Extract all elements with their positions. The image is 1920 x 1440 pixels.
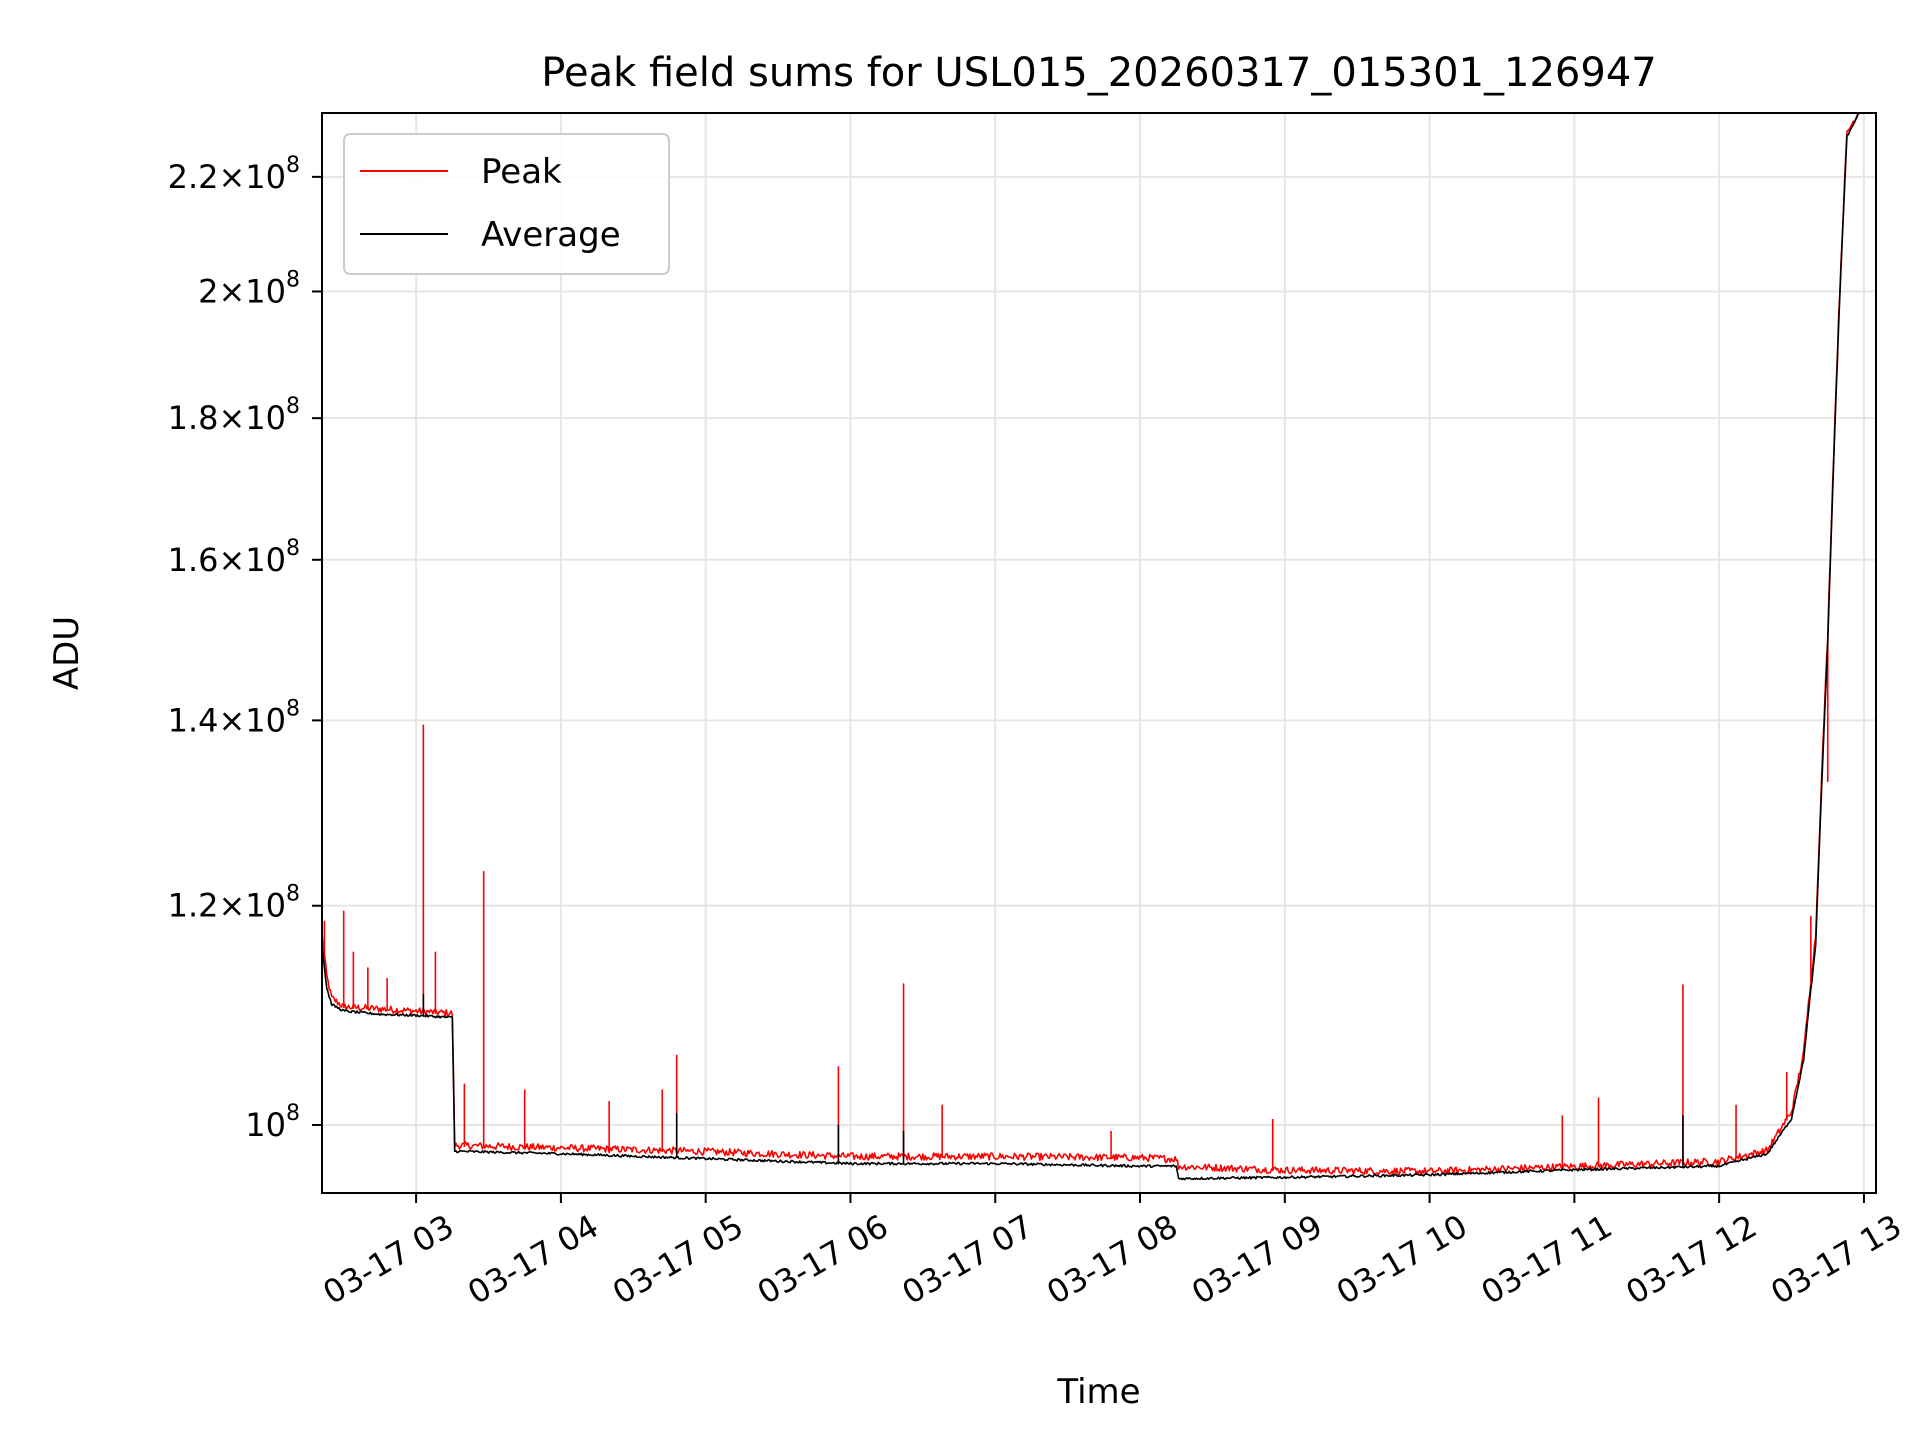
plot-frame (321, 112, 1877, 1194)
x-tick-label: 03-17 03 (317, 1207, 461, 1312)
y-tick-label: 2.2×108 (168, 153, 300, 196)
x-tick-label: 03-17 08 (1040, 1207, 1184, 1312)
y-axis-ticks: 108 1.2×108 1.4×108 1.6×108 1.8×108 2×108 2.2×… (168, 153, 322, 1144)
x-tick-label: 03-17 07 (896, 1207, 1040, 1312)
legend-label-peak: Peak (481, 152, 562, 192)
y-tick-label: 1.6×108 (168, 536, 300, 579)
x-tick-label: 03-17 04 (461, 1207, 605, 1312)
series-line-peak (321, 113, 1860, 1176)
chart-title: Peak field sums for USL015_20260317_0153… (541, 50, 1656, 96)
series-average (321, 111, 1860, 1181)
x-tick-label: 03-17 09 (1185, 1207, 1329, 1312)
x-tick-label: 03-17 10 (1330, 1207, 1474, 1312)
y-tick-label: 1.8×108 (168, 394, 300, 437)
y-tick-label: 2×108 (198, 267, 300, 310)
x-tick-label: 03-17 11 (1475, 1207, 1619, 1312)
legend: Peak Average (343, 133, 670, 275)
legend-box (343, 133, 670, 275)
y-axis-label: ADU (47, 616, 87, 690)
x-tick-label: 03-17 13 (1764, 1207, 1908, 1312)
series-line-average (321, 111, 1860, 1181)
series-layer (321, 111, 1860, 1181)
x-tick-label: 03-17 12 (1620, 1207, 1764, 1312)
y-tick-label: 108 (245, 1101, 300, 1144)
grid (322, 113, 1876, 1193)
y-tick-label: 1.2×108 (168, 882, 300, 925)
y-tick-label: 1.4×108 (168, 696, 300, 739)
x-axis-label: Time (1056, 1372, 1140, 1412)
x-tick-label: 03-17 06 (751, 1207, 895, 1312)
series-peak (321, 113, 1860, 1176)
x-axis-ticks: 03-17 03 03-17 04 03-17 05 03-17 06 03-17 07… (317, 1193, 1908, 1312)
legend-label-average: Average (481, 215, 621, 255)
plot-area (322, 113, 1876, 1193)
x-tick-label: 03-17 05 (606, 1207, 750, 1312)
